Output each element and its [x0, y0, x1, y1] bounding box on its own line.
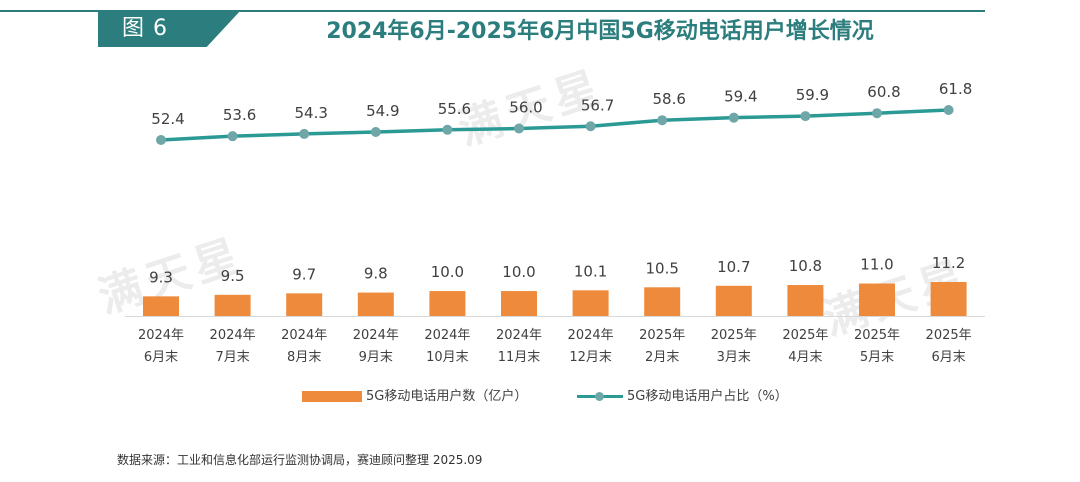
bar-label: 11.0 [860, 256, 893, 274]
line-point [943, 105, 954, 115]
bar-label: 10.5 [645, 259, 678, 277]
bar [429, 291, 466, 316]
bar [644, 287, 681, 316]
line-point [585, 121, 596, 132]
line-point [442, 124, 453, 135]
line-label: 53.6 [223, 106, 256, 124]
bar-label: 9.3 [149, 268, 173, 286]
x-tick-label: 2024年 [424, 328, 470, 343]
bar-label: 11.2 [932, 254, 965, 272]
bar [715, 285, 752, 316]
legend-line-swatch [577, 391, 623, 402]
line-point [514, 123, 524, 134]
x-tick-label: 2024年 [138, 328, 184, 343]
legend-label: 5G移动电话用户数（亿户） [366, 389, 528, 404]
bar [286, 293, 323, 316]
line-point [872, 108, 882, 119]
line-point [227, 131, 238, 142]
line-label: 56.7 [581, 96, 614, 114]
bar [357, 292, 394, 316]
x-tick-label: 2024年 [496, 328, 542, 343]
x-tick-label: 4月末 [788, 350, 822, 365]
series-line [160, 108, 949, 142]
bar [930, 282, 967, 316]
line-label: 59.9 [796, 86, 829, 104]
x-tick-label: 2024年 [353, 328, 399, 343]
line-point [728, 112, 739, 123]
legend-item-line: 5G移动电话用户占比（%） [577, 386, 788, 408]
bar-label: 10.8 [789, 257, 822, 275]
x-tick-label: 2025年 [926, 328, 972, 343]
bar [214, 294, 251, 316]
bar-label: 10.1 [574, 262, 607, 280]
line-label: 59.4 [724, 88, 757, 106]
x-tick-label: 9月末 [359, 350, 393, 365]
bar-label: 9.5 [221, 267, 245, 285]
x-tick-label: 2025年 [711, 328, 757, 343]
x-tick-label: 2024年 [281, 328, 327, 343]
bar-label: 10.0 [431, 263, 464, 281]
x-tick-label: 2025年 [782, 328, 828, 343]
x-tick-label: 11月末 [498, 350, 541, 365]
line-point [370, 127, 381, 138]
line-label: 60.8 [867, 83, 900, 101]
header-rule [0, 10, 985, 12]
bar [572, 290, 609, 316]
line-point [299, 128, 310, 139]
line-label: 61.8 [939, 80, 972, 98]
legend-label: 5G移动电话用户占比（%） [627, 389, 788, 404]
x-tick-label: 5月末 [860, 350, 894, 365]
legend-bar-swatch [302, 391, 362, 402]
line-label: 54.9 [366, 102, 399, 120]
bar [143, 296, 179, 316]
x-tick-label: 2月末 [645, 350, 679, 365]
x-tick-label: 3月末 [717, 350, 751, 365]
legend: 5G移动电话用户数（亿户） 5G移动电话用户占比（%） [0, 386, 1080, 408]
x-tick-label: 2024年 [568, 328, 614, 343]
x-tick-label: 10月末 [426, 350, 469, 365]
line-point [657, 115, 668, 126]
line-point [156, 135, 166, 145]
x-tick-label: 6月末 [931, 350, 965, 365]
x-tick-label: 8月末 [287, 350, 321, 365]
legend-item-bar: 5G移动电话用户数（亿户） [302, 386, 527, 408]
line-label: 56.0 [509, 99, 542, 117]
x-tick-label: 2025年 [639, 328, 685, 343]
line-point [800, 111, 811, 122]
line-label: 52.4 [151, 110, 184, 128]
x-tick-label: 2025年 [854, 328, 900, 343]
source-note: 数据来源：工业和信息化部运行监测协调局，赛迪顾问整理 2025.09 [117, 453, 483, 467]
x-tick-label: 6月末 [144, 350, 178, 365]
chart-title: 2024年6月-2025年6月中国5G移动电话用户增长情况 [326, 19, 874, 44]
bar-label: 10.7 [717, 258, 750, 276]
bar-label: 9.7 [292, 265, 316, 283]
bar-label: 9.8 [364, 265, 388, 283]
x-tick-label: 2024年 [210, 328, 256, 343]
x-tick-label: 12月末 [569, 350, 612, 365]
line-label: 54.3 [294, 104, 327, 122]
bar-label: 10.0 [502, 263, 535, 281]
combo-chart: 9.3 9.5 9.7 9.8 10.0 10.0 10.1 10.5 10.7 10.8 11.0… [125, 80, 985, 365]
bar [787, 285, 824, 316]
bar [859, 283, 895, 316]
bar [501, 291, 537, 316]
x-tick-label: 7月末 [215, 350, 249, 365]
line-label: 55.6 [438, 100, 471, 118]
line-label: 58.6 [652, 90, 685, 108]
